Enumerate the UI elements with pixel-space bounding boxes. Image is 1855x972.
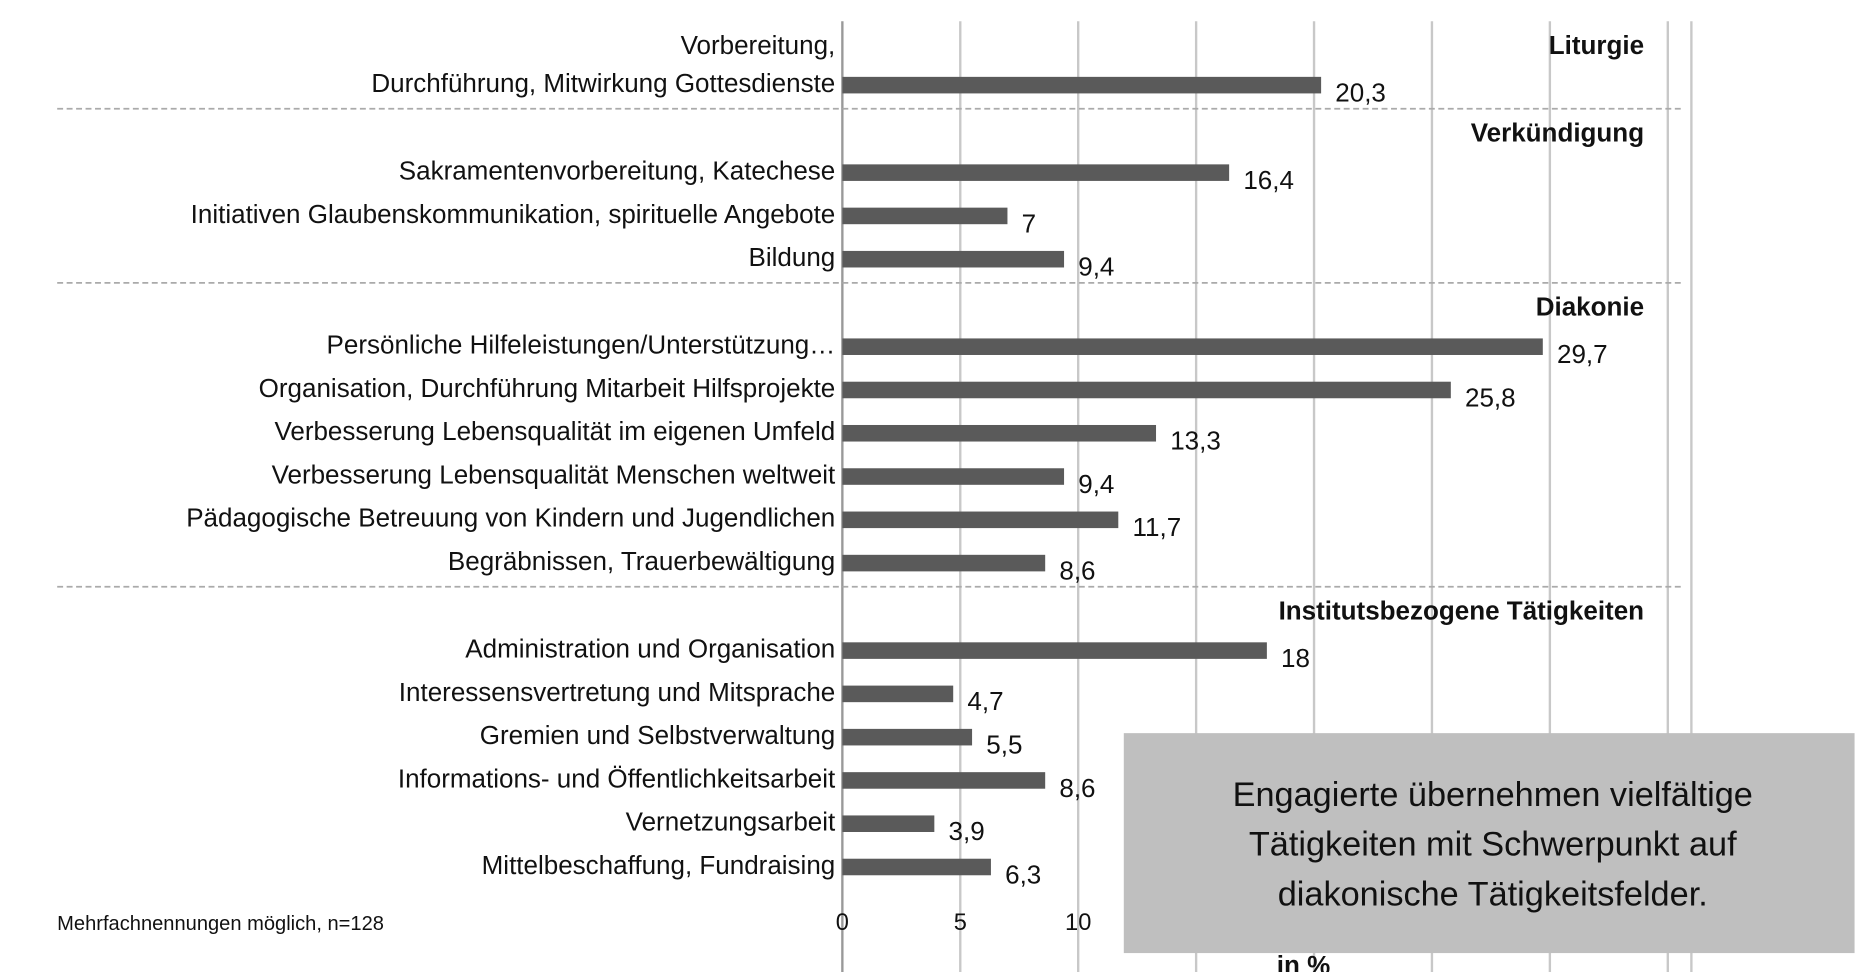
bar <box>842 164 1230 181</box>
bar <box>842 511 1119 529</box>
group-label: Institutsbezogene Tätigkeiten <box>1279 596 1645 626</box>
bar <box>842 468 1065 485</box>
annotation-text: Engagierte übernehmen vielfältige <box>1233 776 1753 814</box>
value-label: 18 <box>1281 643 1310 673</box>
group-label: Liturgie <box>1549 30 1644 60</box>
category-label: Organisation, Durchführung Mitarbeit Hil… <box>259 373 836 403</box>
bar <box>842 858 991 876</box>
bar <box>842 642 1267 659</box>
bar <box>842 728 973 746</box>
value-label: 16,4 <box>1243 165 1294 195</box>
category-label: Administration und Organisation <box>465 633 835 663</box>
bar <box>842 250 1065 268</box>
value-label: 8,6 <box>1059 773 1095 803</box>
category-label: Gremien und Selbstverwaltung <box>480 720 836 750</box>
category-label: Verbesserung Lebensqualität im eigenen U… <box>274 416 835 446</box>
value-label: 11,7 <box>1132 512 1181 542</box>
group-label: Verkündigung <box>1471 118 1644 148</box>
category-label: Begräbnissen, Trauerbewältigung <box>448 546 835 576</box>
annotation-box <box>1123 733 1855 954</box>
category-label: Interessensvertretung und Mitsprache <box>399 677 835 707</box>
bar <box>842 76 1322 94</box>
category-label: Persönliche Hilfeleistungen/Unterstützun… <box>327 330 836 360</box>
category-label: Informations- und Öffentlichkeitsarbeit <box>398 763 836 793</box>
category-label: Sakramentenvorbereitung, Katechese <box>399 156 835 186</box>
category-label: Mittelbeschaffung, Fundraising <box>482 850 836 880</box>
annotation-text: diakonische Tätigkeitsfelder. <box>1278 875 1708 913</box>
value-label: 25,8 <box>1465 382 1516 412</box>
category-label: Verbesserung Lebensqualität Menschen wel… <box>272 459 836 489</box>
value-label: 9,4 <box>1078 252 1114 282</box>
bar <box>842 815 935 832</box>
bar <box>842 207 1008 225</box>
bar <box>842 554 1046 572</box>
value-label: 3,9 <box>949 816 985 846</box>
value-label: 6,3 <box>1005 859 1041 889</box>
bar <box>842 772 1046 789</box>
value-label: 7 <box>1022 208 1036 238</box>
x-tick-label: 5 <box>954 910 967 936</box>
category-label: Bildung <box>749 242 836 272</box>
x-tick-label: 0 <box>836 910 849 936</box>
x-axis-label: in % <box>1277 950 1330 972</box>
bar <box>842 381 1451 399</box>
x-tick-label: 10 <box>1065 910 1091 936</box>
category-label: Vernetzungsarbeit <box>626 807 836 837</box>
bar <box>842 338 1543 355</box>
category-label: Pädagogische Betreuung von Kindern und J… <box>186 503 835 533</box>
category-label: Initiativen Glaubenskommunikation, spiri… <box>191 199 836 229</box>
category-label: Vorbereitung, <box>681 30 836 60</box>
annotation-text: Tätigkeiten mit Schwerpunkt auf <box>1249 826 1737 864</box>
bar <box>842 685 954 703</box>
value-label: 4,7 <box>967 686 1003 716</box>
value-label: 8,6 <box>1059 555 1095 585</box>
footnote: Mehrfachnennungen möglich, n=128 <box>57 913 384 935</box>
group-label: Diakonie <box>1536 292 1644 322</box>
value-label: 20,3 <box>1335 77 1386 107</box>
value-label: 9,4 <box>1078 469 1114 499</box>
value-label: 13,3 <box>1170 426 1221 456</box>
category-label: Durchführung, Mitwirkung Gottesdienste <box>371 68 835 98</box>
value-label: 29,7 <box>1557 339 1608 369</box>
value-label: 5,5 <box>986 729 1022 759</box>
bar <box>842 424 1157 442</box>
